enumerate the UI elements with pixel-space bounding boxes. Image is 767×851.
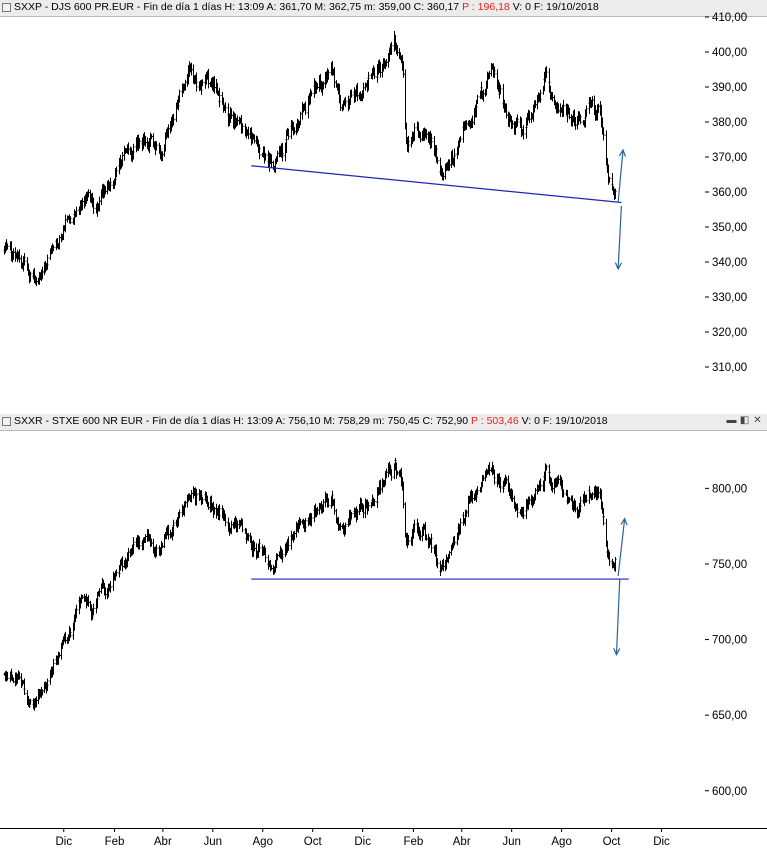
sxxp-annotations (251, 148, 627, 271)
sxxr-date-info: V: 0 F: 19/10/2018 (521, 415, 608, 427)
arrow-head-icon (618, 148, 627, 157)
arrow-up (617, 149, 624, 203)
x-tick-label: Oct (603, 836, 622, 848)
minimize-icon[interactable]: ▬ (726, 415, 737, 426)
sxxr-price-bars (3, 457, 617, 711)
time-axis-svg: Dic Feb Abr Jun Ago Oct Dic Feb Abr Jun Ago Oct Dic (0, 828, 767, 848)
sxxr-symbol-info: SXXR - STXE 600 NR EUR - Fin de día 1 dí… (14, 415, 469, 427)
x-tick-label: Dic (653, 836, 670, 848)
x-tick-label: Feb (105, 836, 125, 848)
y-tick-label: 380,00 (712, 117, 747, 129)
arrow-down (617, 205, 622, 270)
y-tick-label: 330,00 (712, 292, 747, 304)
y-tick-label: 310,00 (712, 362, 747, 374)
y-tick-label: 400,00 (712, 47, 747, 59)
x-tick-label: Dic (55, 836, 72, 848)
x-tick-label: Ago (253, 836, 273, 848)
arrow-down (615, 579, 621, 655)
sxxp-date-info: V: 0 F: 19/10/2018 (512, 1, 599, 13)
arrow-up (617, 518, 626, 577)
x-tick-label: Oct (304, 836, 323, 848)
y-tick-label: 650,00 (712, 710, 747, 722)
x-tick-label: Jun (204, 836, 223, 848)
x-tick-label: Jun (502, 836, 521, 848)
sxxp-symbol-info: SXXP - DJS 600 PR.EUR - Fin de día 1 día… (14, 1, 460, 13)
sxxr-price-chart[interactable]: 600,00 650,00 700,00 750,00 800,00 (0, 414, 767, 828)
time-axis: Dic Feb Abr Jun Ago Oct Dic Feb Abr Jun Ago Oct Dic (0, 828, 767, 851)
sxxr-change: P : 503,46 (471, 415, 519, 427)
y-tick-label: 370,00 (712, 152, 747, 164)
y-tick-label: 390,00 (712, 82, 747, 94)
y-tick-label: 360,00 (712, 187, 747, 199)
x-tick-label: Abr (453, 836, 471, 848)
x-tick-label: Ago (551, 836, 571, 848)
sxxp-change: P : 196,18 (462, 1, 510, 13)
arrow-head-icon (613, 648, 621, 657)
arrow-head-icon (614, 262, 623, 271)
sxxr-panel-header: SXXR - STXE 600 NR EUR - Fin de día 1 dí… (0, 414, 767, 431)
sxxp-quote-line: SXXP - DJS 600 PR.EUR - Fin de día 1 día… (14, 1, 599, 13)
y-tick-label: 700,00 (712, 635, 747, 647)
y-tick-label: 340,00 (712, 257, 747, 269)
maximize-icon[interactable]: ◧ (739, 415, 750, 426)
y-tick-label: 750,00 (712, 559, 747, 571)
sxxp-price-bars (3, 30, 617, 287)
y-tick-label: 410,00 (712, 12, 747, 24)
panel-menu-icon[interactable] (2, 417, 11, 426)
sxxr-annotations (251, 517, 629, 657)
x-tick-label: Dic (354, 836, 371, 848)
y-tick-label: 600,00 (712, 786, 747, 798)
sxxp-y-axis: 310,00 320,00 330,00 340,00 350,00 360,00 370,… (705, 12, 747, 374)
x-tick-label: Abr (154, 836, 172, 848)
sxxr-panel: SXXR - STXE 600 NR EUR - Fin de día 1 dí… (0, 414, 767, 828)
y-tick-label: 800,00 (712, 483, 747, 495)
panel-menu-icon[interactable] (2, 3, 11, 12)
window-buttons: ▬ ◧ ✕ (725, 415, 764, 426)
close-icon[interactable]: ✕ (753, 415, 762, 426)
y-tick-label: 320,00 (712, 327, 747, 339)
sxxp-price-chart[interactable]: 310,00 320,00 330,00 340,00 350,00 360,00 370,… (0, 0, 767, 411)
y-tick-label: 350,00 (712, 222, 747, 234)
sxxr-quote-line: SXXR - STXE 600 NR EUR - Fin de día 1 dí… (14, 415, 608, 427)
arrow-head-icon (620, 517, 628, 526)
sxxr-y-axis: 600,00 650,00 700,00 750,00 800,00 (705, 483, 747, 798)
x-tick-label: Feb (403, 836, 423, 848)
sxxp-panel-header: SXXP - DJS 600 PR.EUR - Fin de día 1 día… (0, 0, 767, 17)
support-line (251, 165, 622, 204)
sxxp-panel: SXXP - DJS 600 PR.EUR - Fin de día 1 día… (0, 0, 767, 411)
